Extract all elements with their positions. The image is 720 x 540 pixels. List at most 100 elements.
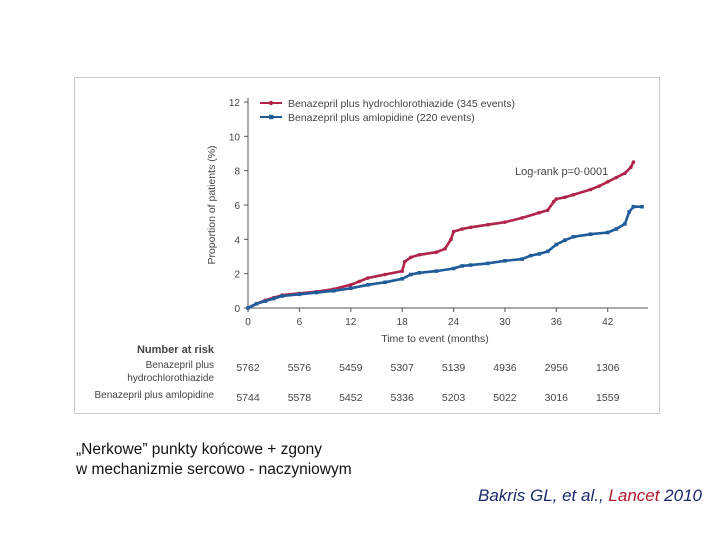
series-2-point — [408, 272, 413, 277]
series-2-point — [254, 301, 259, 306]
series-1-point — [605, 180, 610, 184]
legend-marker-1 — [268, 100, 274, 106]
series-2-point — [348, 286, 353, 291]
risk-value: 5459 — [339, 362, 363, 374]
x-tick-label: 6 — [297, 317, 303, 328]
series-2-point — [417, 271, 422, 275]
series-1-point — [408, 255, 413, 260]
series-2-point — [331, 289, 336, 293]
risk-value: 1559 — [596, 392, 620, 404]
series-2-point — [545, 249, 550, 254]
series-1-point — [563, 195, 567, 200]
series-1-point — [366, 276, 370, 280]
series-2-point — [400, 277, 404, 281]
caption-line-1: „Nerkowe” punkty końcowe + zgony — [76, 441, 322, 458]
series-2-point — [280, 294, 285, 298]
series-line-2 — [247, 205, 642, 310]
series-2-point — [571, 234, 576, 239]
legend-marker-2 — [269, 114, 274, 120]
risk-value: 5578 — [288, 392, 312, 404]
series-1-point — [631, 160, 636, 164]
series-1-point — [571, 192, 576, 197]
series-1-point — [537, 210, 542, 215]
series-1-point — [449, 237, 453, 242]
series-2-point — [554, 242, 559, 247]
risk-table-title: Number at risk — [137, 344, 215, 356]
x-tick-label: 18 — [397, 317, 409, 328]
series-1-point — [614, 175, 619, 180]
y-tick-label: 8 — [234, 167, 240, 178]
series-2-point — [588, 232, 593, 236]
risk-row-label-1: Benazepril plus — [146, 360, 214, 371]
y-axis-label: Proportion of patients (%) — [206, 145, 218, 264]
series-1-point — [383, 272, 387, 277]
series-2-point — [640, 204, 644, 209]
series-2-point — [631, 204, 636, 209]
risk-value: 5022 — [493, 392, 517, 404]
series-2-point — [383, 280, 387, 285]
series-2-point — [460, 264, 464, 268]
risk-value: 5203 — [442, 392, 466, 404]
citation-authors: Bakris GL, et al., — [478, 486, 609, 505]
series-2-point — [314, 290, 319, 295]
x-tick-label: 0 — [245, 317, 251, 328]
y-tick-label: 0 — [234, 304, 240, 315]
x-axis-label: Time to event (months) — [381, 333, 489, 345]
x-tick-label: 36 — [551, 317, 563, 328]
series-1-point — [629, 165, 633, 170]
risk-value: 5576 — [288, 362, 312, 374]
series-1-point — [623, 171, 627, 176]
series-2-point — [605, 230, 610, 235]
y-tick-label: 6 — [234, 201, 240, 212]
figure-frame: 0 2 4 6 8 10 12 0 6 12 18 24 30 36 42 Time to event (mo… — [74, 77, 660, 414]
risk-value: 2956 — [545, 362, 569, 374]
series-line-1 — [247, 161, 635, 310]
citation-journal: Lancet — [608, 486, 660, 505]
legend-label-1: Benazepril plus hydrochlorothiazide (345… — [288, 98, 515, 110]
series-2-point — [486, 261, 490, 266]
series-1-point — [348, 283, 353, 287]
series-1-point — [451, 229, 456, 234]
series-2-point — [623, 222, 627, 226]
risk-value: 5307 — [390, 362, 414, 374]
series-2-point — [366, 283, 370, 287]
series-2-point — [297, 292, 302, 297]
series-1-point — [468, 225, 473, 230]
series-1-point — [357, 279, 362, 284]
series-layer — [246, 160, 644, 310]
series-1-point — [597, 184, 601, 188]
series-1-point — [551, 199, 556, 204]
risk-value: 5452 — [339, 392, 363, 404]
legend-label-2: Benazepril plus amlopidine (220 events) — [288, 112, 475, 124]
x-tick-label: 12 — [345, 317, 357, 328]
series-2-point — [263, 299, 267, 303]
y-tick-label: 4 — [234, 235, 240, 246]
slide-caption: „Nerkowe” punkty końcowe + zgony w mecha… — [76, 440, 352, 480]
risk-value: 5336 — [390, 392, 414, 404]
caption-line-2: w mechanizmie sercowo - naczyniowym — [76, 461, 352, 478]
series-1-point — [443, 246, 447, 251]
series-2-point — [627, 210, 631, 214]
series-2-point — [451, 266, 456, 271]
risk-value: 1306 — [596, 362, 620, 374]
series-2-point — [537, 252, 542, 256]
series-1-point — [520, 216, 524, 220]
risk-value: 3016 — [545, 392, 569, 404]
risk-value: 5762 — [236, 362, 260, 374]
risk-row-label-1-line2: hydrochlorothiazide — [127, 373, 214, 384]
series-2-point — [468, 263, 473, 267]
series-1-point — [486, 222, 490, 227]
risk-value: 4936 — [493, 362, 517, 374]
logrank-annotation: Log-rank p=0·0001 — [515, 166, 608, 178]
series-1-point — [402, 259, 407, 264]
series-1-point — [434, 250, 439, 255]
series-1-point — [400, 269, 404, 273]
series-2-point — [520, 257, 524, 261]
series-1-point — [503, 220, 507, 224]
series-2-point — [528, 253, 533, 258]
series-1-point — [554, 197, 559, 201]
legend: Benazepril plus hydrochlorothiazide (345… — [260, 98, 515, 124]
series-1-point — [545, 208, 550, 212]
